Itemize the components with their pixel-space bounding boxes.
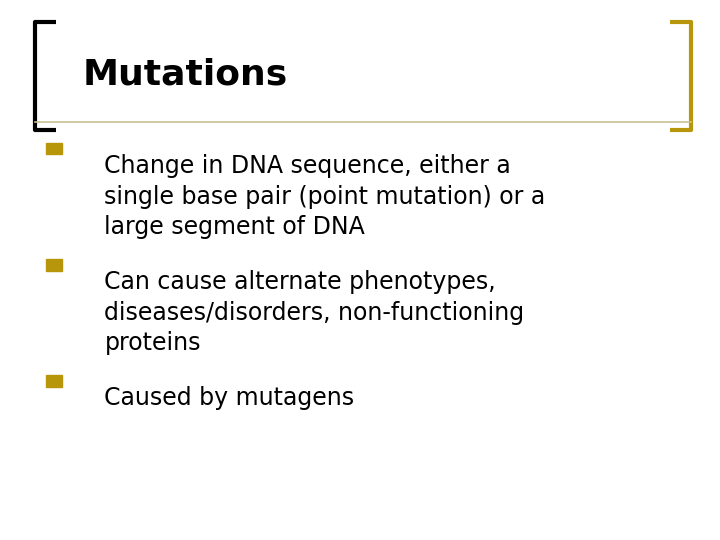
FancyBboxPatch shape [46, 375, 62, 387]
Text: Caused by mutagens: Caused by mutagens [104, 386, 354, 410]
FancyBboxPatch shape [46, 143, 62, 154]
Text: Can cause alternate phenotypes,
diseases/disorders, non-functioning
proteins: Can cause alternate phenotypes, diseases… [104, 270, 525, 355]
Text: Change in DNA sequence, either a
single base pair (point mutation) or a
large se: Change in DNA sequence, either a single … [104, 154, 546, 239]
Text: Mutations: Mutations [83, 58, 288, 92]
FancyBboxPatch shape [46, 259, 62, 271]
